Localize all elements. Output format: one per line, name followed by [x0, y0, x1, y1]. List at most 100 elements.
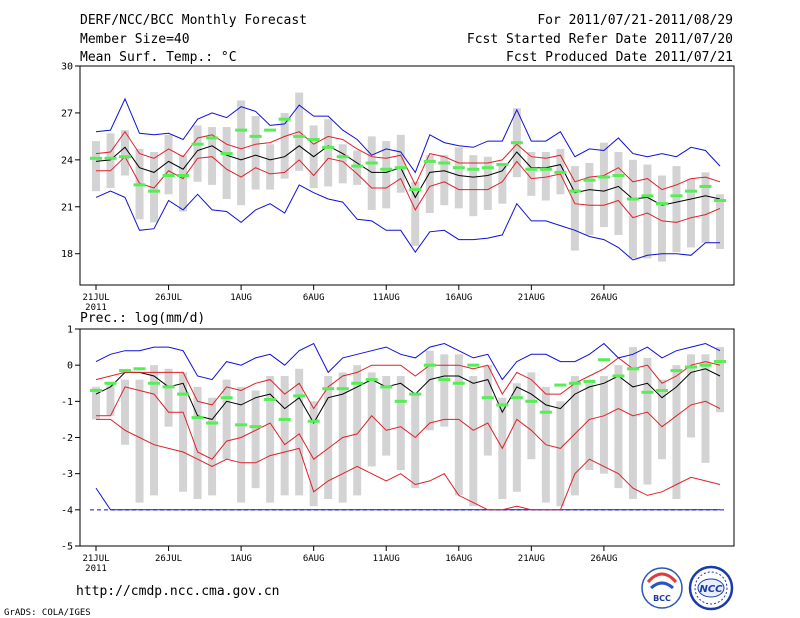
forecast-marker	[525, 399, 538, 403]
header-member-size: Member Size=40	[80, 32, 190, 47]
ensemble-box	[121, 130, 130, 176]
ensemble-box	[338, 144, 347, 184]
x-year-label: 2011	[85, 303, 107, 313]
ensemble-box	[309, 401, 318, 507]
ensemble-box	[208, 397, 217, 496]
ensemble-box	[672, 365, 681, 499]
forecast-marker	[568, 381, 581, 385]
x-tick-label: 6AUG	[303, 554, 325, 564]
ensemble-box	[440, 354, 449, 427]
forecast-marker	[293, 394, 306, 398]
header-period: For 2011/07/21-2011/08/29	[537, 13, 733, 28]
forecast-marker	[626, 197, 639, 201]
forecast-marker	[264, 128, 277, 132]
y-tick-label: 24	[61, 155, 73, 166]
forecast-marker	[133, 367, 146, 371]
ensemble-box	[512, 383, 521, 492]
y-tick-label: 18	[61, 249, 73, 260]
forecast-marker	[612, 374, 625, 378]
x-tick-label: 11AUG	[373, 554, 400, 564]
forecast-marker	[177, 174, 190, 177]
ensemble-box	[251, 390, 260, 489]
ensemble-box	[193, 386, 202, 499]
forecast-marker	[655, 202, 668, 206]
ensemble-box	[657, 175, 666, 262]
forecast-marker	[322, 145, 335, 149]
forecast-marker	[539, 410, 552, 414]
forecast-marker	[554, 383, 567, 387]
ensemble-box	[251, 116, 260, 190]
temperature-panel: 18 21 24 27 30 21JUL 26JUL 1AUG 6AUG 11AUG 16AUG 21…	[61, 62, 735, 313]
forecast-marker	[684, 365, 697, 369]
y-tick-label: 0	[67, 361, 73, 372]
ensemble-box	[440, 155, 449, 206]
x-tick-label: 1AUG	[230, 554, 252, 564]
forecast-marker	[351, 164, 364, 168]
forecast-marker	[249, 134, 262, 138]
ensemble-box	[353, 150, 362, 185]
y-tick-label: -1	[61, 397, 73, 408]
ensemble-box	[585, 162, 594, 235]
forecast-marker	[510, 141, 523, 145]
ensemble-box	[121, 379, 130, 445]
ensemble-box	[193, 125, 202, 182]
ensemble-box	[396, 376, 405, 471]
forecast-marker	[554, 170, 567, 174]
ensemble-box	[570, 166, 579, 251]
y-tick-label: 27	[61, 108, 73, 119]
ensemble-box	[614, 152, 623, 235]
forecast-marker	[206, 421, 219, 425]
x-tick-label: 11AUG	[373, 293, 400, 303]
y-tick-label: 21	[61, 202, 73, 213]
ensemble-box	[628, 347, 637, 499]
x-tick-label: 26AUG	[590, 293, 617, 303]
ensemble-box	[483, 365, 492, 456]
forecast-marker	[177, 392, 190, 396]
ensemble-box	[179, 372, 188, 492]
ncc-logo-text: NCC	[699, 584, 723, 595]
ensemble-box	[411, 181, 420, 246]
ncc-logo-icon: NCC	[688, 565, 734, 611]
ensemble-box	[396, 134, 405, 193]
series-line-lower-bound	[96, 418, 721, 511]
forecast-marker	[496, 163, 509, 167]
forecast-marker	[307, 138, 320, 142]
ensemble-box	[425, 155, 434, 214]
ensemble-box	[614, 365, 623, 489]
forecast-marker	[525, 167, 538, 171]
series-line-ensemble-max	[95, 97, 721, 174]
ensemble-box	[425, 350, 434, 431]
forecast-marker	[351, 381, 364, 385]
forecast-marker	[148, 189, 161, 193]
ensemble-box	[411, 394, 420, 489]
ensemble-box	[672, 166, 681, 253]
ensemble-box	[280, 376, 289, 496]
forecast-marker	[612, 174, 625, 177]
ensemble-box	[237, 100, 246, 206]
forecast-marker	[496, 403, 509, 407]
ensemble-box	[179, 155, 188, 212]
bcc-logo-icon: BCC	[641, 567, 683, 609]
ensemble-box	[643, 357, 652, 485]
forecast-marker	[148, 381, 161, 385]
grads-credit: GrADS: COLA/IGES	[4, 608, 91, 618]
forecast-marker	[670, 369, 683, 373]
precipitation-panel: 1 0 -1 -2 -3 -4 -5 21JUL 26JUL 1AUG 6AUG 11AUG 16AUG…	[61, 325, 735, 574]
forecast-marker	[191, 142, 204, 146]
series-line-ensemble-mean	[95, 145, 721, 206]
x-tick-label: 21AUG	[518, 554, 545, 564]
ensemble-box	[454, 147, 463, 209]
bcc-logo-text: BCC	[653, 594, 671, 603]
ensemble-box	[628, 159, 637, 259]
ensemble-box	[222, 127, 231, 199]
forecast-marker	[699, 184, 712, 188]
forecast-marker	[409, 188, 422, 192]
x-tick-label: 16AUG	[445, 554, 472, 564]
forecast-marker	[699, 363, 712, 367]
ensemble-box	[686, 354, 695, 438]
forecast-marker	[583, 178, 596, 182]
forecast-marker	[90, 156, 102, 160]
y-tick-label: 1	[67, 325, 73, 336]
forecast-marker	[380, 167, 393, 171]
ensemble-box	[280, 112, 289, 179]
